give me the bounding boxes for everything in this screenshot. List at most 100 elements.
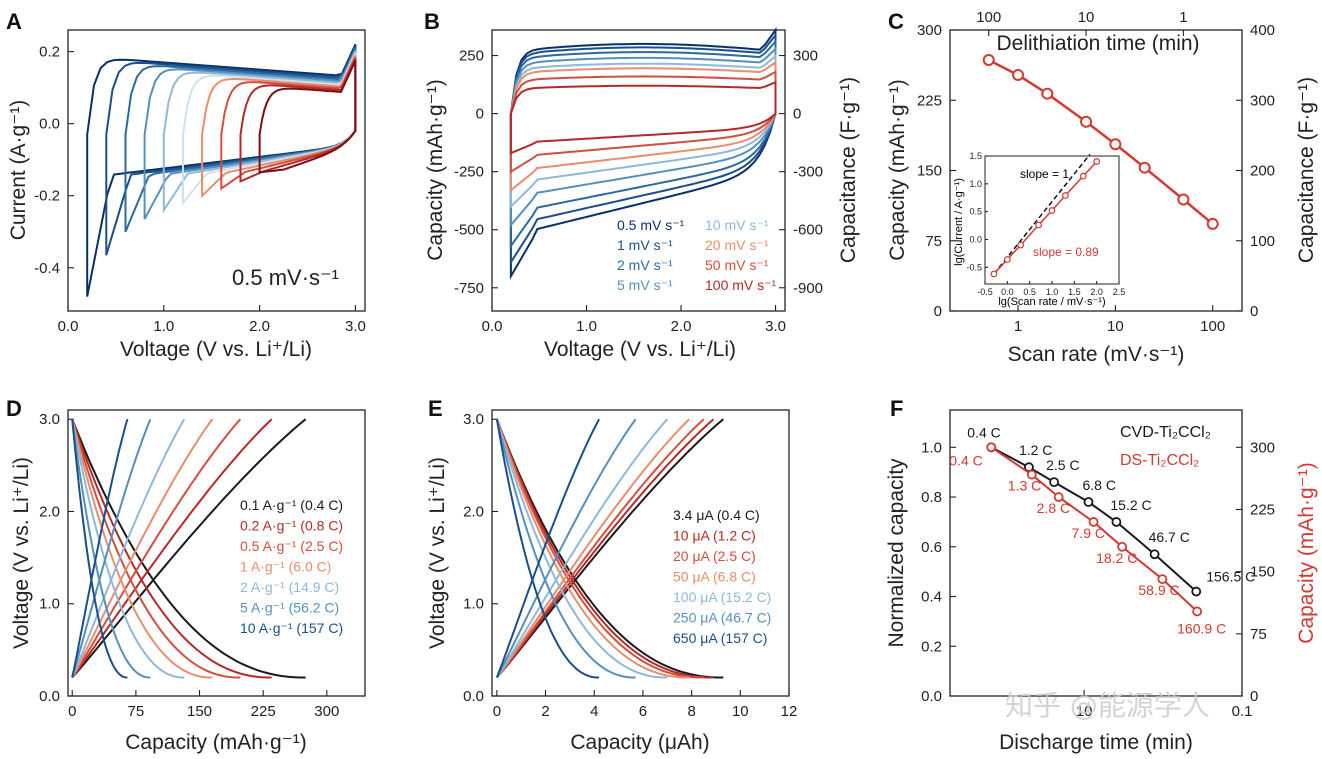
panel-e-discharge-curve xyxy=(495,418,704,679)
panel-c-xtop-tick-label: 10 xyxy=(1078,9,1095,26)
panel-c-inset-x-tick-label: 2.5 xyxy=(1113,287,1126,297)
panel-f-yr-tick-label: 0 xyxy=(1250,688,1258,705)
panel-b-y-tick-label: -500 xyxy=(454,222,484,239)
panel-c-xlabel-top: Delithiation time (min) xyxy=(996,32,1199,55)
panel-e-discharge-curve xyxy=(495,419,600,679)
panel-a-x-tick-label: 2.0 xyxy=(249,318,270,335)
panel-d-legend-entry: 1 A·g⁻¹ (6.0 C) xyxy=(240,559,331,575)
panel-d-discharge-curve xyxy=(71,419,128,679)
panel-f-yr-tick-label: 150 xyxy=(1250,564,1275,581)
panel-c-y-tick-label: 150 xyxy=(917,163,942,180)
panel-b-yr-tick-label: 0 xyxy=(793,106,801,123)
panel-c-inset-x-tick-label: -0.5 xyxy=(977,287,993,297)
panel-d-charge-curve xyxy=(71,418,129,678)
panel-c-axes-frame xyxy=(949,29,1243,312)
panel-e-discharge-curve xyxy=(495,418,668,679)
panel-e: E 0 2 4 6 8 10 12 0.0 1.0 2.0 3.0 3.4 μA (0.4 C) 10… xyxy=(426,396,797,754)
panel-b-legend-entry: 20 mV s⁻¹ xyxy=(705,237,769,253)
panel-d-charge-curve xyxy=(71,418,186,678)
panel-e-x-tick-label: 8 xyxy=(687,703,695,720)
panel-d-charge-curve xyxy=(71,418,307,679)
panel-b-legend-entry: 2 mV s⁻¹ xyxy=(617,257,673,273)
panel-b-ylabel-right: Capacitance (F·g⁻¹) xyxy=(837,77,860,263)
panel-f-point-label: 6.8 C xyxy=(1083,477,1116,493)
panel-c-inset-y-tick-label: 1.0 xyxy=(969,179,982,189)
panel-c-y-tick-label: 300 xyxy=(917,22,942,39)
panel-e-x-tick-label: 10 xyxy=(732,703,749,720)
panel-f-yr-tick-label: 300 xyxy=(1250,439,1275,456)
panel-f-point xyxy=(1149,549,1160,560)
panel-c-yr-tick-label: 400 xyxy=(1250,22,1275,39)
panel-f-point xyxy=(986,442,997,453)
panel-f-point-label: 18.2 C xyxy=(1096,550,1137,566)
panel-a-y-tick-label: 0.0 xyxy=(39,116,60,133)
panel-b-y-tick-label: -250 xyxy=(454,164,484,181)
panel-c-inset-point xyxy=(990,270,998,278)
panel-label-c: C xyxy=(888,9,904,34)
panel-c-point xyxy=(1012,68,1025,81)
panel-e-x-tick-label: 12 xyxy=(781,703,798,720)
panel-e-y-tick-label: 2.0 xyxy=(463,503,484,520)
panel-f-point-label: 15.2 C xyxy=(1110,497,1151,513)
panel-e-legend-entry: 20 μA (2.5 C) xyxy=(673,548,756,564)
panel-e-discharge-curve xyxy=(495,418,636,679)
panel-c-inset-point xyxy=(1003,256,1011,263)
panel-f-point-label: 156.5 C xyxy=(1206,569,1255,585)
panel-c-inset-point xyxy=(1079,172,1087,180)
panel-a-axes-frame xyxy=(67,29,366,312)
panel-b-legend-entry: 0.5 mV s⁻¹ xyxy=(617,217,685,233)
panel-f-point xyxy=(1192,606,1203,617)
panel-e-ylabel: Voltage (V vs. Li⁺/Li) xyxy=(426,457,449,649)
panel-a-y-tick-label: -0.2 xyxy=(34,188,60,205)
panel-a-x-tick-label: 1.0 xyxy=(153,318,174,335)
panel-a-xlabel: Voltage (V vs. Li⁺/Li) xyxy=(120,338,312,361)
panel-f-data: 0.4 C 1.2 C2.5 C6.8 C 15.2 C 46.7 C 156.5 C 0… xyxy=(949,424,1255,636)
panel-c-inset-x-tick-label: 1.5 xyxy=(1068,287,1081,297)
panel-c-x-tick-label: 10 xyxy=(1107,318,1124,335)
panel-d-axes-frame xyxy=(67,409,366,697)
panel-c-point xyxy=(982,53,995,66)
panel-d-charge-curve xyxy=(71,418,242,679)
panel-a-ticks: 0.0 1.0 2.0 3.0 -0.4 -0.2 0.0 0.2 xyxy=(34,44,366,335)
panel-f-y-tick-label: 0.8 xyxy=(921,489,942,506)
panel-d-xlabel: Capacity (mAh·g⁻¹) xyxy=(125,731,306,754)
panel-c-inset-y-tick-label: 0.5 xyxy=(969,207,982,217)
panel-b-x-tick-label: 3.0 xyxy=(765,318,786,335)
panel-label-f: F xyxy=(890,396,903,421)
panel-c-inset-x-tick-label: 1.0 xyxy=(1046,287,1059,297)
panel-e-charge-curve xyxy=(496,418,669,679)
panel-c-inset-point xyxy=(1061,192,1069,199)
panel-d-legend-entry: 5 A·g⁻¹ (56.2 C) xyxy=(240,600,339,616)
panel-b-legend: 0.5 mV s⁻¹ 1 mV s⁻¹ 2 mV s⁻¹ 5 mV s⁻¹ 10 mV … xyxy=(617,217,777,293)
panel-c-inset: -0.5 0.0 0.5 1.0 1.5 2.0 2.5 -0.5 0.0 0.5 1.0 1.5 l… xyxy=(953,151,1125,308)
panel-c-inset-point xyxy=(1035,221,1042,229)
panel-d-y-tick-label: 1.0 xyxy=(39,596,60,613)
panel-e-charge-curve xyxy=(496,418,690,679)
panel-c-inset-y-tick-label: -0.5 xyxy=(966,262,982,272)
panel-d-ticks: 0 75 150 225 300 0.0 1.0 2.0 3.0 xyxy=(39,411,339,720)
panel-f-y-tick-label: 0.0 xyxy=(921,688,942,705)
panel-d-legend-entry: 2 A·g⁻¹ (14.9 C) xyxy=(240,579,339,595)
panel-b-x-tick-label: 0.0 xyxy=(482,318,503,335)
panel-f-point xyxy=(1157,574,1168,585)
panel-c-data xyxy=(982,53,1219,230)
panel-d-legend-entry: 0.1 A·g⁻¹ (0.4 C) xyxy=(240,497,343,513)
panel-f-legend-ds: DS-Ti₂CCl₂ xyxy=(1120,452,1199,469)
panel-f-point-label: 2.8 C xyxy=(1037,500,1070,516)
panel-c-yr-tick-label: 100 xyxy=(1250,233,1275,250)
panel-f-point-label: 160.9 C xyxy=(1177,620,1226,636)
panel-b-xlabel: Voltage (V vs. Li⁺/Li) xyxy=(544,338,736,361)
panel-c-inset-slope-fit: slope = 0.89 xyxy=(1033,245,1099,259)
panel-c-inset-point xyxy=(1048,207,1056,214)
panel-f-point xyxy=(1083,497,1094,507)
panel-f-point xyxy=(1088,517,1099,527)
panel-f-point-label: 58.9 C xyxy=(1138,582,1179,598)
panel-a: A 0.0 1.0 2.0 3.0 -0.4 -0.2 0.0 0.2 Voltage (V … xyxy=(6,9,366,361)
panel-b-y-tick-label: 250 xyxy=(459,48,484,65)
panel-f-y-tick-label: 0.2 xyxy=(921,638,942,655)
panel-d-legend-entry: 0.5 A·g⁻¹ (2.5 C) xyxy=(240,538,343,554)
panel-d-charge-curve xyxy=(71,418,214,678)
panel-e-legend-entry: 10 μA (1.2 C) xyxy=(673,528,756,544)
panel-c-ylabel-right: Capacitance (F·g⁻¹) xyxy=(1295,77,1318,263)
panel-c-inset-ylabel: lg(Current / A·g⁻¹) xyxy=(953,178,965,266)
